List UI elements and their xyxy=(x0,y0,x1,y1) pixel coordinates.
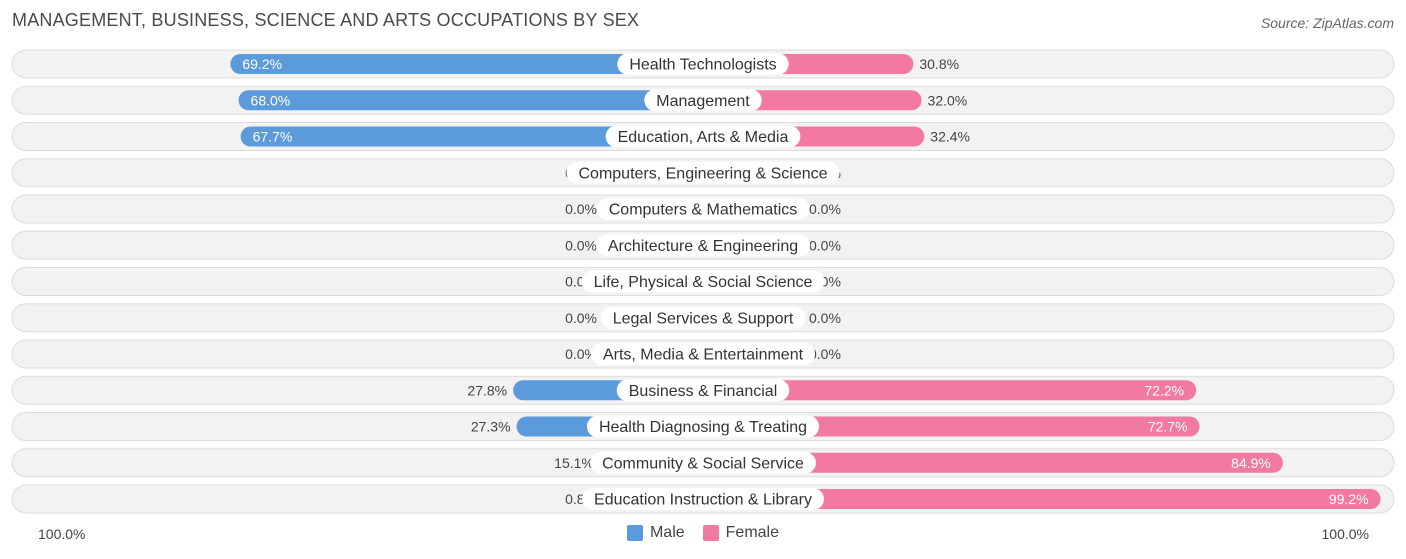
female-swatch-icon xyxy=(702,525,719,541)
category-pill xyxy=(616,379,790,402)
chart-row: 0.0%0.0%Computers, Engineering & Science xyxy=(11,158,1395,188)
male-value-label: 15.1% xyxy=(554,455,594,471)
chart-area: 69.2% 30.8% Health Technologists 68.0% 32.0%… xyxy=(11,49,1395,514)
category-label: Management xyxy=(656,93,750,110)
female-value-label: 72.7% xyxy=(1148,419,1188,435)
category-label: Architecture & Engineering xyxy=(608,238,798,255)
category-label: Health Technologists xyxy=(629,57,776,74)
male-bar xyxy=(230,54,703,74)
category-label: Life, Physical & Social Science xyxy=(594,274,813,291)
category-pill xyxy=(586,415,820,438)
male-value-label: 68.0% xyxy=(251,92,291,108)
chart-row: 0.0% 0.0% Computers & Mathematics xyxy=(11,194,1395,224)
male-value-label: 27.8% xyxy=(467,382,507,398)
female-bar xyxy=(703,380,1197,401)
male-value-label: 0.0% xyxy=(565,310,597,326)
female-bar xyxy=(703,489,1381,509)
category-label: Legal Services & Support xyxy=(613,310,794,327)
male-bar xyxy=(240,126,703,147)
male-swatch-icon xyxy=(626,525,643,541)
female-value-label: 32.0% xyxy=(928,92,968,108)
chart-row: 27.3% 72.7% Health Diagnosing & Treating xyxy=(11,412,1395,441)
category-pill xyxy=(644,89,762,112)
chart-row: 0.0% 0.0% Legal Services & Support xyxy=(11,303,1395,333)
female-value-label: 0.0% xyxy=(809,310,841,326)
male-value-label: 67.7% xyxy=(253,129,293,145)
female-value-label: 99.2% xyxy=(1329,491,1369,507)
legend-male-label: Male xyxy=(649,524,685,541)
male-bar xyxy=(238,90,703,111)
category-label: Health Diagnosing & Treating xyxy=(599,419,807,436)
category-label: Education, Arts & Media xyxy=(618,129,789,146)
chart-row: 68.0% 32.0% Management xyxy=(11,85,1395,115)
male-value-label: 69.2% xyxy=(242,56,282,72)
female-bar xyxy=(703,416,1200,437)
source-label: Source: ZipAtlas.com xyxy=(1260,15,1394,31)
category-label: Computers, Engineering & Science xyxy=(578,165,827,182)
male-value-label: 0.0% xyxy=(565,346,597,362)
female-value-label: 0.0% xyxy=(809,237,841,253)
legend-female-label: Female xyxy=(725,524,780,541)
axis-right-label: 100.0% xyxy=(1321,526,1369,542)
category-pill xyxy=(596,198,810,220)
female-value-label: 72.2% xyxy=(1144,382,1184,398)
category-pill xyxy=(590,451,816,474)
category-label: Computers & Mathematics xyxy=(609,202,798,219)
chart-row: 0.0% 0.0% Arts, Media & Entertainment xyxy=(11,339,1395,369)
female-value-label: 32.4% xyxy=(930,129,970,145)
legend: Male Female xyxy=(0,524,1406,542)
female-value-label: 84.9% xyxy=(1231,455,1271,471)
category-pill xyxy=(605,125,801,148)
female-bar xyxy=(703,452,1283,473)
legend-item-male: Male xyxy=(626,524,685,542)
chart-row: 0.8% 99.2%Education Instruction & Library xyxy=(11,484,1395,514)
category-label: Arts, Media & Entertainment xyxy=(603,347,804,364)
category-label: Business & Financial xyxy=(629,383,778,400)
female-value-label: 30.8% xyxy=(919,56,959,72)
category-label: Community & Social Service xyxy=(602,455,804,472)
chart-row: 0.0% 0.0%Life, Physical & Social Science xyxy=(11,267,1395,296)
category-pill xyxy=(566,161,840,184)
chart-row: 27.8% 72.2% Business & Financial xyxy=(11,375,1395,405)
axis-left-label: 100.0% xyxy=(38,526,86,542)
male-value-label: 0.0% xyxy=(565,237,597,253)
legend-item-female: Female xyxy=(702,524,780,542)
category-label: Education Instruction & Library xyxy=(594,492,812,509)
category-pill xyxy=(582,488,824,510)
chart-row: 15.1% 84.9% Community & Social Service xyxy=(11,448,1395,478)
female-value-label: 0.0% xyxy=(809,346,841,362)
chart-row: 69.2% 30.8% Health Technologists xyxy=(11,49,1395,79)
male-value-label: 0.0% xyxy=(565,201,597,217)
chart-row: 67.7% 32.4% Education, Arts & Media xyxy=(11,122,1395,151)
category-pill xyxy=(581,270,825,293)
female-value-label: 0.0% xyxy=(809,201,841,217)
category-pill xyxy=(600,306,806,329)
category-pill xyxy=(590,343,816,365)
male-value-label: 27.3% xyxy=(471,419,511,435)
chart-row: 0.0% 0.0% Architecture & Engineering xyxy=(11,230,1395,260)
category-pill xyxy=(595,234,811,257)
chart-title: MANAGEMENT, BUSINESS, SCIENCE AND ARTS O… xyxy=(12,10,640,30)
category-pill xyxy=(617,53,789,75)
